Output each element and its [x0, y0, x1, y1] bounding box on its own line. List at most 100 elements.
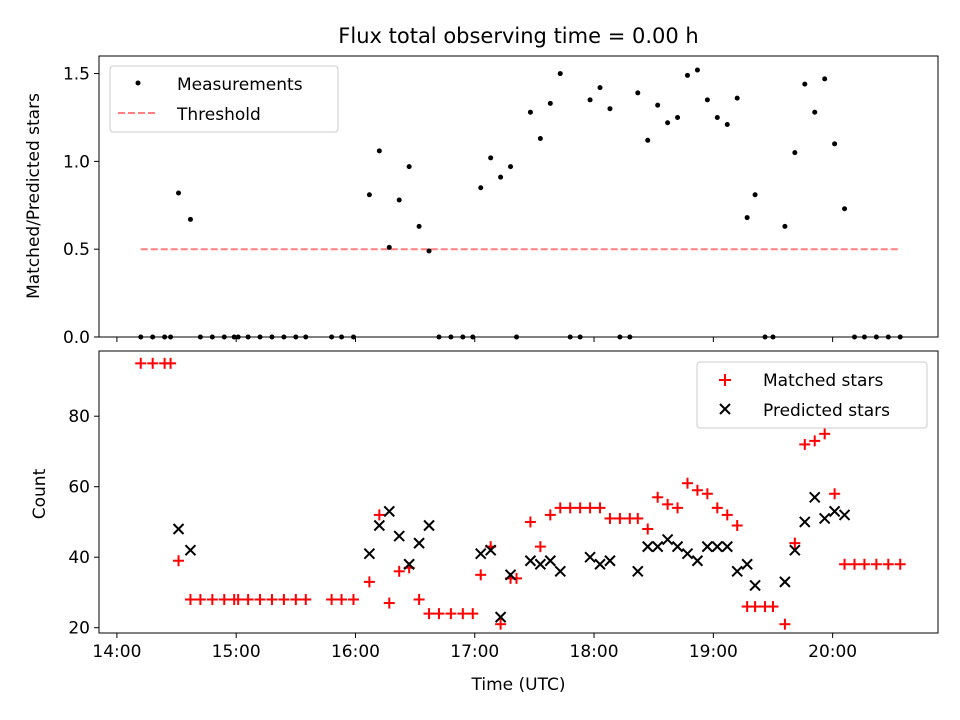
bottom-plot-area: 14:00 15:00 16:00 17:00 18:00 19:00 20:00 20 40 6…: [68, 350, 939, 662]
measurement-point: [812, 109, 818, 115]
matched-star-point: [779, 618, 791, 630]
predicted-star-point: [661, 533, 674, 546]
matched-star-point: [423, 608, 435, 620]
matched-star-point: [534, 541, 546, 553]
matched-star-point: [206, 594, 218, 606]
matched-star-point: [373, 509, 385, 521]
predicted-star-point: [711, 540, 724, 553]
measurement-point: [704, 97, 710, 103]
measurement-point: [587, 97, 593, 103]
matched-star-point: [232, 594, 244, 606]
matched-star-point: [363, 576, 375, 588]
measurement-point: [426, 248, 432, 254]
predicted-star-point: [651, 540, 664, 553]
matched-star-point: [672, 502, 684, 514]
matched-star-point: [290, 594, 302, 606]
measurement-point: [176, 190, 182, 196]
predicted-star-point: [584, 551, 596, 563]
measurement-point: [537, 136, 543, 142]
matched-star-point: [662, 498, 674, 510]
x-tick-label: 18:00: [570, 642, 619, 662]
top-plot-area: 0.0 0.5 1.0 1.5: [63, 55, 939, 348]
predicted-star-point: [701, 540, 714, 553]
top-y-tick-label: 1.5: [63, 65, 90, 85]
measurement-point: [752, 192, 758, 198]
measurement-point: [655, 102, 661, 108]
measurement-point: [694, 67, 700, 73]
measurement-point: [386, 244, 392, 250]
measurement-point: [802, 81, 808, 87]
matched-star-point: [544, 509, 556, 521]
matched-star-point: [681, 477, 693, 489]
matched-star-point: [749, 601, 761, 613]
matched-star-point: [829, 488, 841, 500]
x-tick-label: 19:00: [689, 642, 738, 662]
matched-star-point: [184, 594, 196, 606]
measurement-point: [527, 109, 533, 115]
matched-star-point: [894, 558, 906, 570]
legend-predicted-label: Predicted stars: [763, 401, 890, 421]
matched-star-point: [574, 502, 586, 514]
bottom-y-tick-label: 20: [68, 619, 90, 639]
predicted-star-point: [494, 611, 507, 623]
matched-star-point: [604, 512, 616, 524]
matched-star-point: [767, 601, 779, 613]
x-tick-label: 15:00: [212, 642, 261, 662]
bottom-y-tick-label: 80: [68, 407, 90, 427]
matched-star-point: [393, 565, 405, 577]
measurement-point: [508, 164, 514, 170]
legend-measurements-label: Measurements: [177, 75, 303, 95]
matched-star-point: [242, 594, 254, 606]
predicted-star-point: [741, 558, 753, 570]
chart-title: Flux total observing time = 0.00 h: [338, 24, 698, 48]
measurement-point: [547, 100, 553, 106]
top-y-axis-label: Matched/Predicted stars: [24, 93, 44, 299]
predicted-star-point: [544, 555, 557, 567]
predicted-star-point: [475, 547, 487, 560]
predicted-star-point: [779, 576, 791, 588]
matched-star-point: [809, 435, 821, 447]
matched-star-point: [564, 502, 576, 514]
predicted-star-point: [681, 547, 694, 560]
measurement-point: [782, 223, 788, 229]
matched-star-point: [336, 594, 348, 606]
legend-threshold-label: Threshold: [176, 105, 261, 125]
bottom-legend: Matched stars Predicted stars: [696, 361, 928, 429]
matched-star-point: [147, 357, 159, 369]
predicted-star-point: [604, 555, 616, 567]
matched-star-point: [819, 428, 831, 440]
measurement-point: [607, 106, 613, 112]
predicted-star-point: [534, 558, 547, 570]
matched-star-point: [799, 438, 811, 450]
measurement-point: [822, 76, 828, 82]
matched-star-point: [839, 558, 851, 570]
matched-star-point: [135, 357, 147, 369]
measurement-point: [675, 114, 681, 120]
predicted-star-point: [484, 544, 497, 556]
measurement-point: [498, 174, 504, 180]
matched-star-point: [721, 509, 733, 521]
measurement-point: [187, 216, 193, 222]
predicted-star-point: [632, 565, 644, 578]
matched-star-point: [524, 516, 536, 528]
predicted-star-point: [809, 491, 821, 503]
measurement-point: [396, 197, 402, 203]
matched-star-point: [691, 484, 703, 496]
measurement-point: [684, 72, 690, 78]
matched-star-point: [711, 502, 723, 514]
matched-star-point: [858, 558, 870, 570]
legend-matched-marker: [719, 374, 731, 386]
matched-star-point: [614, 512, 626, 524]
matched-star-point: [347, 594, 359, 606]
matched-star-point: [652, 491, 664, 503]
predicted-star-point: [373, 519, 386, 532]
measurement-point: [488, 155, 494, 161]
predicted-star-point: [749, 579, 761, 592]
matched-star-point: [413, 594, 425, 606]
matched-star-point: [584, 502, 596, 514]
measurement-point: [557, 71, 563, 77]
matched-star-point: [731, 519, 743, 531]
predicted-star-point: [818, 512, 831, 525]
predicted-star-point: [524, 555, 537, 567]
